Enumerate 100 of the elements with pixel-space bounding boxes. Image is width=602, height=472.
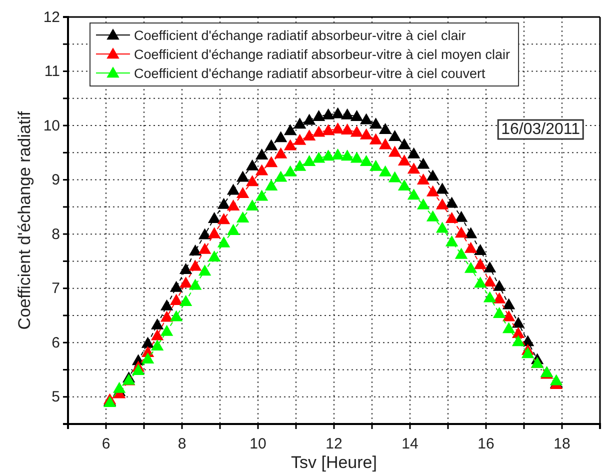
point <box>208 227 221 238</box>
point <box>179 263 192 274</box>
point <box>512 327 525 338</box>
point <box>369 160 382 171</box>
point <box>255 148 268 160</box>
point <box>150 340 164 351</box>
legend-label: Coefficient d'échange radiatif absorbeur-vitre à ciel moyen clair <box>134 47 511 62</box>
point <box>170 310 183 322</box>
point <box>436 198 449 210</box>
point <box>398 138 411 150</box>
point <box>236 211 250 222</box>
point <box>492 292 506 304</box>
point <box>274 170 288 182</box>
point <box>445 212 458 223</box>
annotation: 16/03/2011 <box>501 121 580 138</box>
point <box>331 107 344 118</box>
point <box>293 118 306 129</box>
point <box>340 124 354 135</box>
y-axis-title: Coefficient d'échange radiatif <box>15 111 34 330</box>
point <box>236 170 250 182</box>
point <box>521 347 534 358</box>
point <box>360 113 373 124</box>
point <box>502 298 516 310</box>
point <box>198 242 212 254</box>
point <box>416 158 430 169</box>
point <box>246 200 259 211</box>
point <box>188 278 202 290</box>
x-tick-label: 6 <box>102 436 110 452</box>
point <box>264 179 278 190</box>
point <box>474 258 487 270</box>
point <box>150 329 164 340</box>
point <box>264 139 278 150</box>
point <box>492 280 506 291</box>
point <box>407 147 420 158</box>
point <box>160 299 174 310</box>
point <box>322 108 335 120</box>
point <box>188 244 202 256</box>
point <box>426 185 440 196</box>
point <box>464 262 478 273</box>
point <box>454 226 468 238</box>
point <box>388 171 402 182</box>
x-tick-label: 16 <box>478 436 494 452</box>
point <box>284 139 297 150</box>
point <box>340 108 354 120</box>
x-tick-label: 18 <box>554 436 570 452</box>
point <box>226 200 240 211</box>
point <box>502 322 516 334</box>
point <box>179 276 192 288</box>
x-tick-label: 14 <box>402 436 418 452</box>
point <box>369 133 382 144</box>
point <box>350 152 364 163</box>
point <box>474 244 487 256</box>
point <box>246 175 259 186</box>
point <box>255 164 268 176</box>
point <box>445 235 458 246</box>
point <box>284 124 297 136</box>
point <box>474 276 487 288</box>
point <box>360 155 373 166</box>
point <box>198 264 212 276</box>
y-tick-label: 10 <box>43 117 60 134</box>
point <box>293 160 306 171</box>
point <box>312 126 326 137</box>
point <box>436 222 449 233</box>
point <box>378 122 392 134</box>
point <box>302 155 316 166</box>
point <box>226 184 240 195</box>
legend-label: Coefficient d'échange radiatif absorbeur-vitre à ciel clair <box>134 28 466 43</box>
point <box>198 228 212 240</box>
point <box>378 165 392 176</box>
x-tick-label: 12 <box>326 436 342 452</box>
point <box>369 118 382 129</box>
point <box>426 210 440 222</box>
point <box>331 148 344 160</box>
point <box>454 210 468 222</box>
point <box>350 126 364 137</box>
point <box>217 213 230 224</box>
point <box>445 196 458 208</box>
point <box>483 291 496 302</box>
point <box>483 275 496 286</box>
point <box>274 131 288 142</box>
point <box>322 150 335 161</box>
point <box>426 170 440 181</box>
point <box>226 224 240 235</box>
point <box>388 146 402 157</box>
y-tick-label: 11 <box>44 63 60 80</box>
point <box>302 114 316 125</box>
x-axis-title: Tsv [Heure] <box>291 453 377 472</box>
point <box>179 295 192 306</box>
point <box>436 182 449 194</box>
point <box>170 280 183 292</box>
point <box>112 382 126 393</box>
y-tick-label: 7 <box>52 280 60 298</box>
point <box>236 187 250 198</box>
y-tick-label: 12 <box>43 8 60 26</box>
point <box>502 310 516 322</box>
point <box>378 138 392 150</box>
point <box>302 130 316 141</box>
point <box>340 150 354 161</box>
point <box>322 124 335 136</box>
point <box>312 110 326 121</box>
